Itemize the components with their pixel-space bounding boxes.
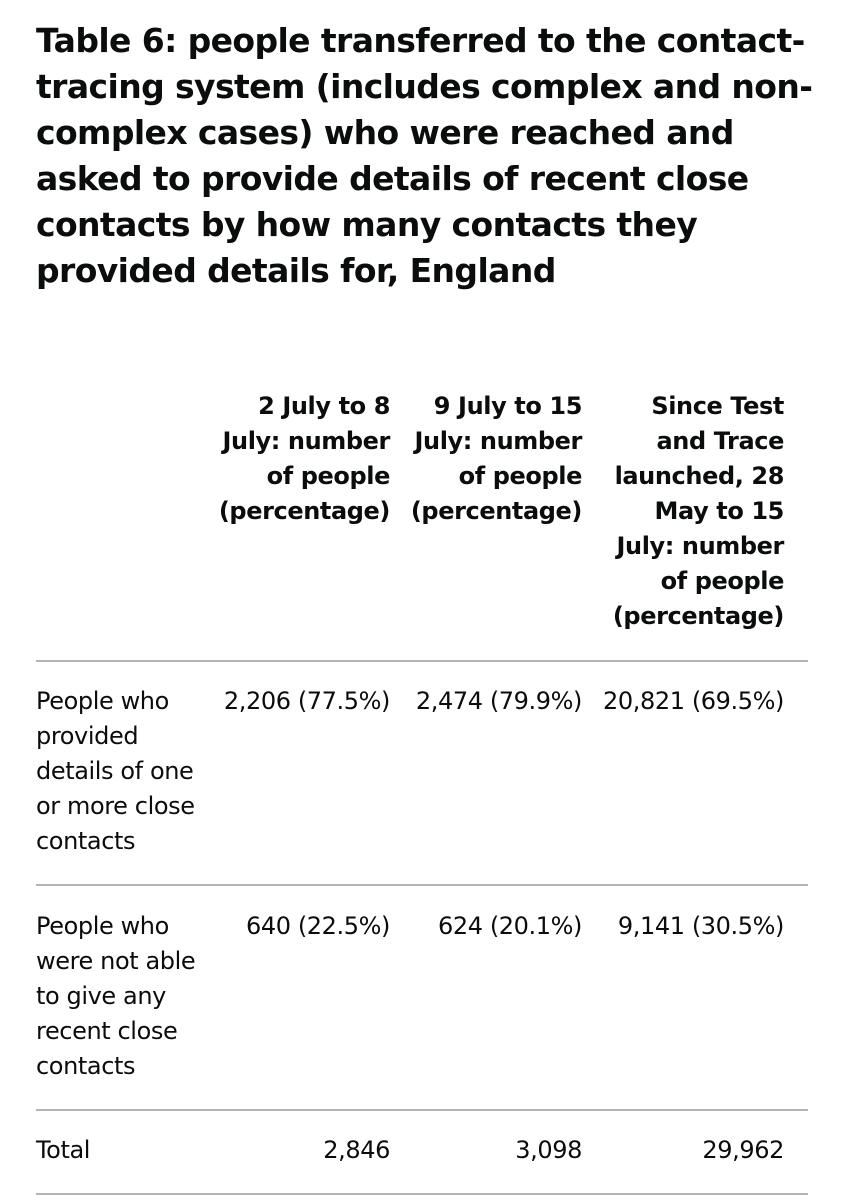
table-cell: 3,098 bbox=[515, 1136, 582, 1164]
table-cell: 9,141 (30.5%) bbox=[617, 912, 785, 940]
header-divider bbox=[36, 660, 808, 662]
table-cell: 2,846 bbox=[323, 1136, 390, 1164]
row-label-total: Total bbox=[36, 1136, 91, 1164]
row-divider bbox=[36, 1109, 808, 1111]
row-label-no-contacts: People who were not able to give any rec… bbox=[36, 912, 196, 1080]
table-cell: 2,206 (77.5%) bbox=[223, 687, 391, 715]
column-header-cumulative: Since Test and Trace launched, 28 May to… bbox=[612, 392, 785, 630]
column-header-week-2: 9 July to 15 July: number of people (per… bbox=[410, 392, 583, 525]
table-bottom-divider bbox=[36, 1193, 808, 1195]
table-cell: 29,962 bbox=[702, 1136, 784, 1164]
row-divider bbox=[36, 884, 808, 886]
table-cell: 624 (20.1%) bbox=[437, 912, 582, 940]
row-label-provided-contacts: People who provided details of one or mo… bbox=[36, 687, 195, 855]
table-cell: 2,474 (79.9%) bbox=[415, 687, 583, 715]
column-header-week-1: 2 July to 8 July: number of people (perc… bbox=[218, 392, 391, 525]
table-cell: 20,821 (69.5%) bbox=[603, 687, 784, 715]
page-title: Table 6: people transferred to the conta… bbox=[36, 21, 813, 290]
table-cell: 640 (22.5%) bbox=[245, 912, 390, 940]
